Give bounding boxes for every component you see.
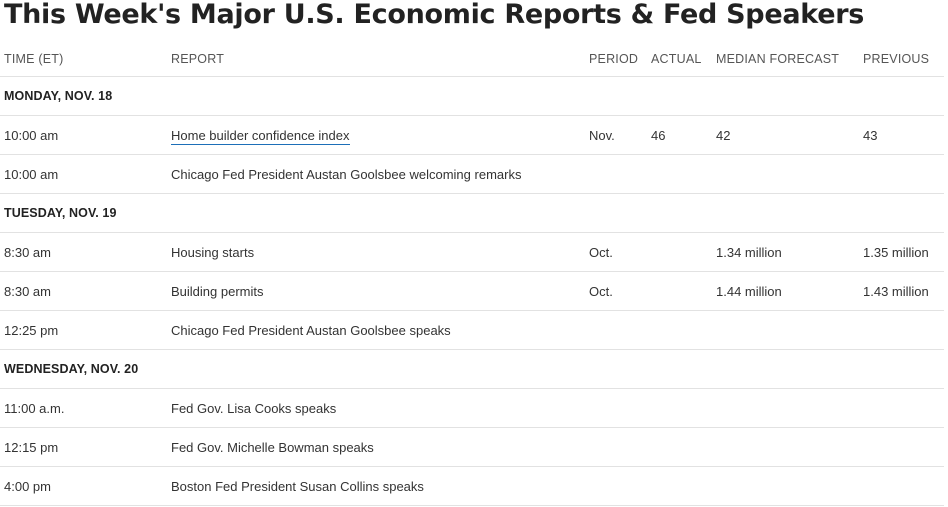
previous-cell: 43 xyxy=(859,115,944,155)
previous-cell xyxy=(859,427,944,467)
report-cell: Building permits xyxy=(167,271,585,311)
median-forecast-cell: 42 xyxy=(712,115,859,155)
table-row: 10:00 am Chicago Fed President Austan Go… xyxy=(0,154,944,194)
median-forecast-cell xyxy=(712,310,859,350)
day-header-row: TUESDAY, NOV. 19 xyxy=(0,193,944,233)
report-cell: Housing starts xyxy=(167,232,585,272)
report-cell: Chicago Fed President Austan Goolsbee we… xyxy=(167,154,585,194)
actual-cell xyxy=(647,232,712,272)
column-header-previous: PREVIOUS xyxy=(859,41,944,77)
table-header-row: TIME (ET) REPORT PERIOD ACTUAL MEDIAN FO… xyxy=(0,41,944,77)
time-cell: 4:00 pm xyxy=(0,466,167,506)
column-header-median-forecast: MEDIAN FORECAST xyxy=(712,41,859,77)
table-row: 12:15 pm Fed Gov. Michelle Bowman speaks xyxy=(0,427,944,467)
period-cell: Oct. xyxy=(585,232,647,272)
previous-cell xyxy=(859,310,944,350)
table-row: 10:00 am Home builder confidence index N… xyxy=(0,115,944,155)
actual-cell xyxy=(647,310,712,350)
actual-cell xyxy=(647,466,712,506)
report-cell: Boston Fed President Susan Collins speak… xyxy=(167,466,585,506)
table-row: 12:25 pm Chicago Fed President Austan Go… xyxy=(0,310,944,350)
actual-cell xyxy=(647,427,712,467)
previous-cell xyxy=(859,466,944,506)
period-cell: Nov. xyxy=(585,115,647,155)
report-cell: Fed Gov. Lisa Cooks speaks xyxy=(167,388,585,428)
page-title: This Week's Major U.S. Economic Reports … xyxy=(4,0,864,30)
median-forecast-cell xyxy=(712,154,859,194)
time-cell: 11:00 a.m. xyxy=(0,388,167,428)
column-header-actual: ACTUAL xyxy=(647,41,712,77)
time-cell: 12:25 pm xyxy=(0,310,167,350)
time-cell: 10:00 am xyxy=(0,115,167,155)
actual-cell xyxy=(647,388,712,428)
table-row: 11:00 a.m. Fed Gov. Lisa Cooks speaks xyxy=(0,388,944,428)
table-row: 8:30 am Building permits Oct. 1.44 milli… xyxy=(0,271,944,311)
day-label: WEDNESDAY, NOV. 20 xyxy=(0,349,944,389)
previous-cell: 1.35 million xyxy=(859,232,944,272)
day-header-row: MONDAY, NOV. 18 xyxy=(0,76,944,116)
column-header-period: PERIOD xyxy=(585,41,647,77)
previous-cell xyxy=(859,154,944,194)
actual-cell xyxy=(647,271,712,311)
actual-cell xyxy=(647,154,712,194)
report-cell: Chicago Fed President Austan Goolsbee sp… xyxy=(167,310,585,350)
median-forecast-cell xyxy=(712,388,859,428)
median-forecast-cell: 1.34 million xyxy=(712,232,859,272)
day-label: TUESDAY, NOV. 19 xyxy=(0,193,944,233)
time-cell: 12:15 pm xyxy=(0,427,167,467)
report-cell: Home builder confidence index xyxy=(167,115,585,155)
report-link[interactable]: Home builder confidence index xyxy=(171,127,350,145)
period-cell xyxy=(585,310,647,350)
median-forecast-cell: 1.44 million xyxy=(712,271,859,311)
median-forecast-cell xyxy=(712,427,859,467)
period-cell: Oct. xyxy=(585,271,647,311)
day-label: MONDAY, NOV. 18 xyxy=(0,76,944,116)
period-cell xyxy=(585,427,647,467)
time-cell: 10:00 am xyxy=(0,154,167,194)
time-cell: 8:30 am xyxy=(0,232,167,272)
period-cell xyxy=(585,154,647,194)
time-cell: 8:30 am xyxy=(0,271,167,311)
table-row: 4:00 pm Boston Fed President Susan Colli… xyxy=(0,466,944,506)
table-row: 8:30 am Housing starts Oct. 1.34 million… xyxy=(0,232,944,272)
previous-cell: 1.43 million xyxy=(859,271,944,311)
median-forecast-cell xyxy=(712,466,859,506)
period-cell xyxy=(585,388,647,428)
column-header-time: TIME (ET) xyxy=(0,41,167,77)
previous-cell xyxy=(859,388,944,428)
period-cell xyxy=(585,466,647,506)
column-header-report: REPORT xyxy=(167,41,585,77)
day-header-row: WEDNESDAY, NOV. 20 xyxy=(0,349,944,389)
economic-calendar-table: TIME (ET) REPORT PERIOD ACTUAL MEDIAN FO… xyxy=(0,41,944,506)
report-cell: Fed Gov. Michelle Bowman speaks xyxy=(167,427,585,467)
actual-cell: 46 xyxy=(647,115,712,155)
